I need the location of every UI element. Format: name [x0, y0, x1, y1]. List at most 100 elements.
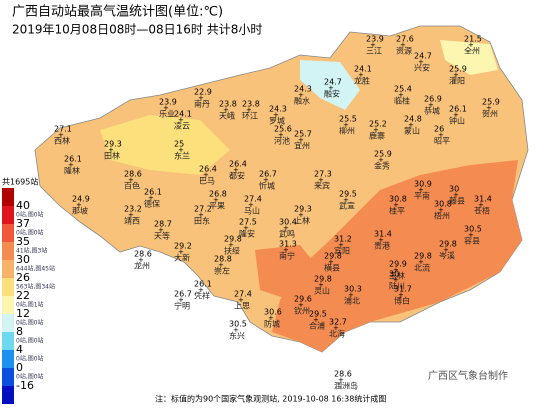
- station-value: 24.7: [414, 52, 432, 61]
- stations: 27.6 + 资源 21.5 + 全州 23.9 + 三江 24.7 + 兴安 24.1 + 龙胜 25.9 +…: [54, 35, 500, 391]
- station-marker: +: [373, 126, 379, 134]
- legend-level: 22: [16, 289, 30, 302]
- station-marker: +: [243, 224, 249, 232]
- station-name: 龙州: [134, 261, 150, 271]
- station-value: 26.7: [259, 170, 277, 179]
- station-marker: +: [428, 101, 434, 109]
- station-name: 东兰: [174, 151, 190, 161]
- station-marker: +: [298, 211, 304, 219]
- legend-swatch: [2, 296, 14, 314]
- station-marker: +: [213, 196, 219, 204]
- station-name: 宁明: [174, 301, 190, 311]
- station-marker: +: [198, 286, 204, 294]
- legend: 40373530262212840-160站,图0站0站,图0站41站,图3站6…: [2, 188, 55, 404]
- station-value: 26.1: [194, 280, 212, 289]
- legend-count: 0站,图0站: [16, 229, 44, 237]
- station-value: 23.2: [124, 205, 142, 214]
- station-marker: +: [268, 314, 274, 322]
- station-name: 上林: [294, 216, 310, 226]
- station-value: 27.2: [194, 205, 212, 214]
- station-name: 梧州: [434, 211, 450, 221]
- station-marker: +: [393, 266, 399, 274]
- station-value: 26.4: [199, 165, 217, 174]
- station-marker: +: [178, 146, 184, 154]
- station-name: 玉林: [389, 271, 405, 281]
- station-name: 钦州: [294, 306, 310, 316]
- station-name: 乐业: [159, 109, 175, 119]
- station-value: 26.1: [449, 105, 467, 114]
- station-value: 28.7: [154, 220, 172, 229]
- station-value: 24.3: [269, 105, 287, 114]
- station-marker: +: [246, 106, 252, 114]
- station-value: 31.4: [374, 230, 392, 239]
- station-marker: +: [486, 104, 492, 112]
- station-name: 河池: [274, 136, 290, 146]
- station-marker: +: [398, 291, 404, 299]
- station-name: 桂平: [389, 206, 405, 216]
- station-marker: +: [453, 191, 459, 199]
- station-name: 资源: [396, 46, 412, 56]
- station-value: 29.6: [294, 295, 312, 304]
- legend-count: 0站,图0站: [16, 337, 44, 345]
- station-value: 24.1: [174, 110, 192, 119]
- station-marker: +: [418, 186, 424, 194]
- station-marker: +: [178, 248, 184, 256]
- station-value: 24.1: [354, 65, 372, 74]
- station-marker: +: [203, 171, 209, 179]
- station-name: 蒙山: [404, 126, 420, 136]
- station-name: 崇左: [214, 266, 230, 276]
- station-name: 天峨: [219, 111, 235, 121]
- station-value: 29.8: [414, 252, 432, 261]
- station-marker: +: [248, 201, 254, 209]
- legend-swatch: [2, 350, 14, 368]
- station-value: 26.1: [64, 155, 82, 164]
- legend-swatch: [2, 368, 14, 386]
- station-value: 30.6: [264, 308, 282, 317]
- station-name: 靖西: [124, 216, 140, 226]
- station-name: 大新: [174, 253, 190, 263]
- station-marker: +: [233, 166, 239, 174]
- station-name: 武鸣: [279, 229, 295, 239]
- station-value: 25: [174, 140, 184, 149]
- station-value: 31.2: [334, 235, 352, 244]
- station-marker: +: [398, 91, 404, 99]
- station-marker: +: [128, 176, 134, 184]
- station-name: 百色: [124, 181, 140, 191]
- station-name: 钟山: [449, 116, 465, 126]
- station-marker: +: [298, 136, 304, 144]
- station-marker: +: [273, 111, 279, 119]
- station-name: 鹿寨: [369, 131, 385, 141]
- station-name: 北海: [329, 329, 345, 339]
- station-marker: +: [238, 296, 244, 304]
- station-name: 巴马: [199, 177, 215, 186]
- station-marker: +: [468, 231, 474, 239]
- station-marker: +: [343, 121, 349, 129]
- station-marker: +: [318, 176, 324, 184]
- station-name: 环江: [242, 112, 258, 121]
- station-name: 恭城: [424, 107, 440, 116]
- station-name: 隆林: [64, 166, 80, 176]
- station-marker: +: [76, 201, 82, 209]
- station-marker: +: [378, 236, 384, 244]
- station-marker: +: [438, 206, 444, 214]
- station-marker: +: [223, 106, 229, 114]
- station-value: 29.2: [174, 242, 192, 251]
- station-name: 博白: [394, 296, 410, 306]
- station-value: 23.8: [219, 100, 237, 109]
- station-name: 凭祥: [194, 291, 210, 301]
- station-value: 24.7: [324, 78, 342, 87]
- station-name: 横县: [324, 263, 340, 273]
- legend-swatch: [2, 242, 14, 260]
- legend-swatch: [2, 206, 14, 224]
- station-name: 贵港: [374, 241, 390, 251]
- station-value: 29.8: [324, 252, 342, 261]
- station-marker: +: [348, 291, 354, 299]
- station-marker: +: [333, 324, 339, 332]
- cool-patch: [440, 40, 498, 75]
- footer: 注：标值的为90个国家气象观测站, 2019-10-08 16:38统计成图: [155, 394, 386, 404]
- station-value: 30.3: [344, 285, 362, 294]
- legend-count: 563站,图34站: [16, 283, 55, 291]
- station-name: 涠洲岛: [334, 381, 358, 391]
- station-marker: +: [318, 281, 324, 289]
